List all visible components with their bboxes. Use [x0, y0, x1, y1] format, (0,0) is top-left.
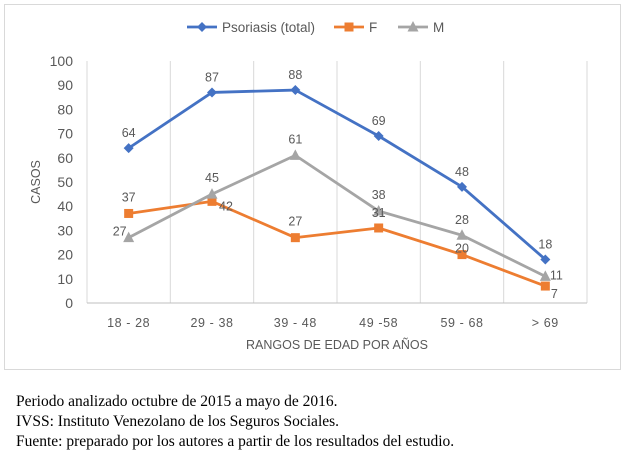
y-tick-label: 20 [57, 247, 73, 263]
data-label: 18 [538, 237, 552, 251]
series-2-point [539, 270, 551, 281]
data-label: 7 [551, 287, 558, 301]
data-label: 42 [219, 199, 233, 213]
series-1-point [207, 196, 217, 206]
legend-marker-1 [344, 22, 354, 32]
x-tick-label: > 69 [532, 316, 559, 330]
data-label: 69 [372, 114, 386, 128]
y-tick-label: 80 [57, 101, 73, 117]
series-0-point [207, 87, 217, 98]
y-tick-label: 40 [57, 198, 73, 214]
figure-notes: Periodo analizado octubre de 2015 a mayo… [16, 392, 454, 452]
legend-label: F [369, 20, 377, 35]
data-label: 61 [288, 132, 302, 146]
series-1-point [290, 233, 300, 243]
data-label: 28 [455, 213, 469, 227]
chart-frame [4, 4, 621, 370]
series-line-0 [127, 88, 547, 261]
x-tick-label: 59 - 68 [440, 316, 483, 330]
series-line-2 [128, 153, 546, 278]
x-axis-title: RANGOS DE EDAD POR AÑOS [246, 338, 428, 352]
series-2-point [373, 205, 385, 216]
y-tick-label: 60 [57, 150, 73, 166]
series-0-point [373, 131, 384, 142]
data-label: 20 [455, 242, 469, 256]
series-1-point [374, 223, 384, 233]
legend-marker-2 [407, 21, 419, 32]
data-label: 27 [288, 215, 302, 229]
data-label: 38 [372, 188, 386, 202]
data-label: 48 [455, 165, 469, 179]
legend-label: M [433, 20, 444, 35]
series-1-point [124, 208, 134, 218]
y-tick-label: 90 [57, 77, 73, 93]
series-2-point [289, 149, 301, 160]
y-tick-label: 30 [57, 222, 73, 238]
series-line-1 [128, 199, 546, 288]
x-tick-label: 49 -58 [359, 316, 398, 330]
x-tick-label: 18 - 28 [107, 316, 150, 330]
y-tick-label: 10 [57, 271, 73, 287]
series-2-point [456, 229, 468, 240]
series-1-point [457, 250, 467, 260]
series-0-point [123, 143, 134, 154]
data-label: 64 [122, 126, 136, 140]
series-1-point [540, 281, 550, 291]
y-tick-label: 0 [65, 295, 73, 311]
data-label: 31 [372, 206, 386, 220]
series-2-point [206, 188, 218, 199]
y-tick-label: 50 [57, 174, 73, 190]
data-label: 37 [122, 190, 136, 204]
y-tick-label: 100 [50, 53, 74, 69]
data-label: 87 [205, 70, 219, 84]
series-2-point [123, 231, 135, 243]
x-tick-label: 39 - 48 [274, 316, 317, 330]
y-axis-title: CASOS [29, 160, 43, 204]
legend-marker-0 [197, 22, 207, 32]
data-label: 45 [205, 171, 219, 185]
data-label: 11 [550, 268, 563, 282]
note-ivss: IVSS: Instituto Venezolano de los Seguro… [16, 413, 340, 430]
series-0-point [290, 85, 301, 96]
line-chart: 0 10 20 30 40 50 60 70 80 90 100 18 - 28 29 - 38 39 -… [29, 20, 588, 352]
series-0-point [457, 181, 467, 192]
y-tick-label: 70 [57, 126, 73, 142]
note-period: Periodo analizado octubre de 2015 a mayo… [16, 393, 338, 410]
series-0-point [540, 254, 551, 265]
data-label: 27 [113, 225, 127, 239]
data-label: 88 [288, 68, 302, 82]
note-source: Fuente: preparado por los autores a part… [16, 433, 455, 450]
legend-label: Psoriasis (total) [222, 20, 315, 35]
x-tick-label: 29 - 38 [190, 316, 233, 330]
